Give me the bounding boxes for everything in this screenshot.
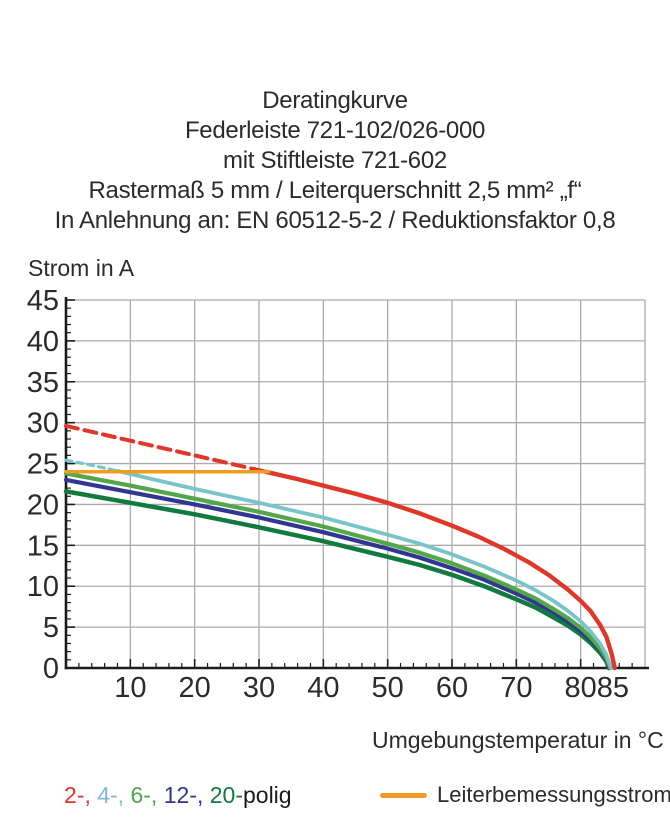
curve-2-polig-dashed xyxy=(64,423,268,474)
x-tick-label: 80 xyxy=(565,672,597,704)
rated-current-line-swatch xyxy=(380,792,427,798)
y-tick-label: 0 xyxy=(43,653,59,685)
y-tick-label: 10 xyxy=(27,571,59,603)
x-tick-label: 40 xyxy=(307,672,339,704)
y-tick-label: 5 xyxy=(43,612,59,644)
x-tick-label: 70 xyxy=(500,672,532,704)
y-tick-label: 25 xyxy=(27,449,59,481)
curve-4-polig-dashed xyxy=(64,458,120,473)
curve-6-polig xyxy=(63,471,613,671)
legend-rated-current: Leiterbemessungsstrom xyxy=(380,782,670,808)
legend-item: 4-, xyxy=(97,782,131,808)
x-tick-label: 20 xyxy=(179,672,211,704)
chart-title-block: Deratingkurve Federleiste 721-102/026-00… xyxy=(0,86,670,236)
y-tick-label: 20 xyxy=(27,489,59,521)
legend-item: 2-, xyxy=(64,782,98,808)
x-tick-label: 85 xyxy=(597,672,629,704)
rated-current-label: Leiterbemessungsstrom xyxy=(437,782,670,807)
y-tick-label: 35 xyxy=(27,367,59,399)
x-tick-label: 30 xyxy=(243,672,275,704)
legend-item: 6-, xyxy=(130,782,164,808)
x-tick-label: 60 xyxy=(436,672,468,704)
x-axis-caption: Umgebungstemperatur in °C xyxy=(372,727,664,753)
x-tick-label: 50 xyxy=(372,672,404,704)
curve-4-polig xyxy=(115,469,613,670)
curve-20-polig xyxy=(63,489,612,671)
y-tick-label: 45 xyxy=(27,285,59,317)
legend-item: 12-, xyxy=(163,782,210,808)
legend-item: polig xyxy=(242,782,292,808)
curve-2-polig xyxy=(263,469,617,671)
title-line-2: Federleiste 721-102/026-000 xyxy=(184,117,486,144)
legend-pole-counts: 2-, 4-, 6-, 12-, 20-polig xyxy=(64,782,292,809)
x-tick-label: 10 xyxy=(114,672,146,704)
y-tick-label: 40 xyxy=(27,326,59,358)
title-line-1: Deratingkurve xyxy=(262,87,408,114)
title-line-5: In Anlehnung an: EN 60512-5-2 / Reduktio… xyxy=(54,207,616,234)
y-tick-label: 15 xyxy=(27,530,59,562)
y-axis-caption: Strom in A xyxy=(28,255,135,281)
title-line-4: Rastermaß 5 mm / Leiterquerschnitt 2,5 m… xyxy=(88,177,582,204)
y-tick-label: 30 xyxy=(27,408,59,440)
legend-item: 20- xyxy=(209,782,243,808)
title-line-3: mit Stiftleiste 721-602 xyxy=(223,147,447,174)
